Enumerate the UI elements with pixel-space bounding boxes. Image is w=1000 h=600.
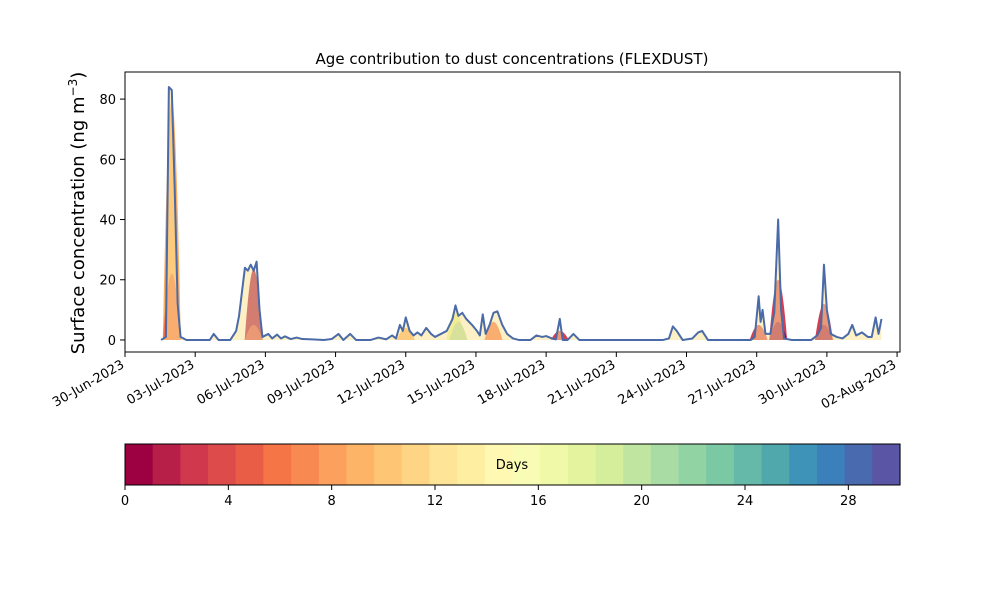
- colorbar-segment-26: [844, 444, 873, 485]
- y-axis-label-text: Surface concentration (ng m: [68, 96, 89, 354]
- colorbar-segment-11: [429, 444, 458, 485]
- colorbar-tick-label-20: 20: [633, 494, 650, 509]
- colorbar-tick-label-24: 24: [737, 494, 754, 509]
- colorbar-tick-label-28: 28: [840, 494, 857, 509]
- plot-area: [124, 71, 901, 353]
- colorbar-tick-label-8: 8: [328, 494, 336, 509]
- y-axis-label-unit: −3: [66, 79, 80, 97]
- colorbar-segment-1: [152, 444, 181, 485]
- x-tick-label-11: 02-Aug-2023: [819, 357, 899, 412]
- colorbar-segment-15: [540, 444, 569, 485]
- colorbar-segment-13: [484, 444, 514, 485]
- x-tick-label-5: 15-Jul-2023: [405, 357, 478, 408]
- colorbar-segment-9: [374, 444, 403, 485]
- chart-title: Age contribution to dust concentrations …: [316, 50, 709, 68]
- colorbar-label: Days: [496, 458, 529, 473]
- colorbar-tick-label-12: 12: [427, 494, 444, 509]
- colorbar-segment-23: [761, 444, 790, 485]
- colorbar-segment-7: [318, 444, 348, 485]
- colorbar-segment-14: [512, 444, 541, 485]
- colorbar-segment-4: [235, 444, 264, 485]
- y-axis: 0 20 40 60 80: [99, 93, 125, 349]
- colorbar-segment-8: [346, 444, 375, 485]
- colorbar-segment-12: [457, 444, 486, 485]
- x-tick-label-7: 21-Jul-2023: [546, 357, 619, 408]
- x-tick-label-9: 27-Jul-2023: [686, 357, 759, 408]
- y-tick-label-0: 0: [108, 334, 116, 349]
- colorbar-tick-label-0: 0: [121, 494, 129, 509]
- colorbar-segment-22: [733, 444, 763, 485]
- colorbar-frame: [124, 443, 901, 486]
- x-tick-label-4: 12-Jul-2023: [335, 357, 408, 408]
- colorbar-segment-20: [678, 444, 707, 485]
- y-axis-label: Surface concentration (ng m−3): [66, 72, 89, 355]
- y-tick-label-40: 40: [99, 214, 116, 229]
- total-concentration-line: [160, 86, 883, 341]
- colorbar-segment-24: [789, 444, 818, 485]
- y-tick-label-80: 80: [99, 93, 116, 108]
- x-tick-label-0: 30-Jun-2023: [50, 357, 127, 410]
- colorbar-tick-label-4: 4: [224, 494, 232, 509]
- colorbar-segment-21: [706, 444, 735, 485]
- x-axis: 30-Jun-202303-Jul-202306-Jul-202309-Jul-…: [50, 352, 899, 413]
- x-tick-label-8: 24-Jul-2023: [616, 357, 689, 408]
- x-tick-label-1: 03-Jul-2023: [124, 357, 197, 408]
- axes-frame: [124, 71, 901, 353]
- x-tick-label-10: 30-Jul-2023: [756, 357, 829, 408]
- colorbar-segment-6: [291, 444, 320, 485]
- colorbar-segment-0: [125, 444, 154, 485]
- colorbar-segment-10: [401, 444, 431, 485]
- y-tick-label-20: 20: [99, 274, 116, 289]
- colorbar-segment-27: [872, 444, 901, 485]
- colorbar-tick-label-16: 16: [530, 494, 547, 509]
- colorbar-segment-3: [208, 444, 237, 485]
- colorbar-segment-19: [650, 444, 680, 485]
- colorbar-segment-16: [567, 444, 597, 485]
- y-tick-label-60: 60: [99, 153, 116, 168]
- colorbar-segment-5: [263, 444, 292, 485]
- colorbar-segment-17: [595, 444, 624, 485]
- colorbar-segment-18: [623, 444, 652, 485]
- x-tick-label-6: 18-Jul-2023: [475, 357, 548, 408]
- colorbar-segment-25: [816, 444, 846, 485]
- colorbar: 0 4 8 12 16 20 24 28: [121, 443, 901, 509]
- y-axis-label-close: ): [68, 72, 89, 79]
- x-tick-label-3: 09-Jul-2023: [265, 357, 338, 408]
- colorbar-segment-2: [180, 444, 209, 485]
- x-tick-label-2: 06-Jul-2023: [195, 357, 268, 408]
